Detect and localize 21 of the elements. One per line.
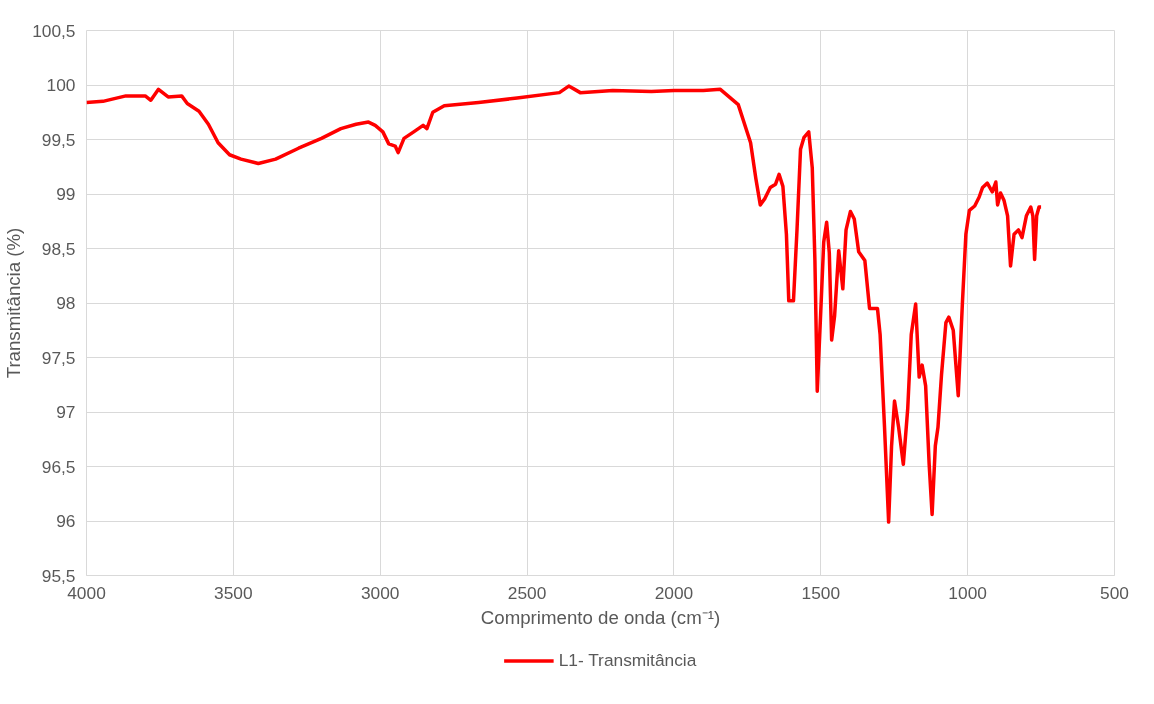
y-tick-label: 96,5 [41,456,76,477]
y-tick-label: 98,5 [41,238,76,259]
x-tick-label: 1000 [948,582,987,603]
x-axis-title: Comprimento de onda (cm⁻¹) [480,606,721,628]
y-tick-label: 99 [56,184,76,204]
line-series [86,84,1043,524]
y-tick-label: 100 [46,75,76,95]
x-tick-label: 2000 [654,582,694,603]
x-tick-label: 3000 [360,582,400,603]
x-tick-label: 3500 [214,582,253,603]
y-tick-label: 97 [56,402,76,422]
y-tick-label: 97,5 [41,347,76,368]
y-axis-title: Transmitância (%) [3,227,25,379]
legend-label: L1- Transmitância [558,649,697,671]
y-tick-label: 98 [56,293,76,313]
y-tick-label: 100,5 [32,20,76,41]
x-tick-label: 2500 [507,582,547,603]
y-tick-label: 96 [56,511,76,531]
y-tick-label: 99,5 [41,129,76,150]
x-tick-label: 500 [1100,582,1129,603]
x-tick-label: 1500 [801,582,841,603]
